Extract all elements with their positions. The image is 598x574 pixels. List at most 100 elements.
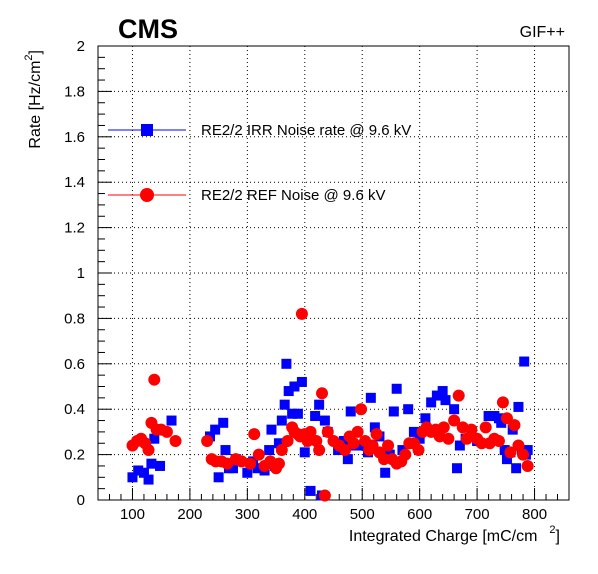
y-axis-title-close: ] xyxy=(27,50,44,54)
ref-noise-point xyxy=(318,489,331,502)
irr-noise-point xyxy=(166,415,177,426)
ref-noise-point xyxy=(512,439,525,452)
irr-noise-point xyxy=(431,390,442,401)
irr-noise-point xyxy=(454,440,465,451)
irr-noise-point xyxy=(511,463,522,474)
y-tick-label: 1 xyxy=(77,265,85,282)
irr-noise-point xyxy=(227,463,238,474)
ref-noise-point xyxy=(492,434,505,447)
irr-noise-point xyxy=(242,467,253,478)
irr-noise-point xyxy=(437,386,448,397)
ref-noise-point xyxy=(201,434,214,447)
tick-labels: 100 200 300 400 500 600 700 800 0 0.2 0.4 0.6 0.8 1 1.… xyxy=(64,38,547,523)
x-axis-title-text: Integrated Charge [mC/cm xyxy=(349,528,538,545)
irr-noise-point xyxy=(279,399,290,410)
ref-noise-point xyxy=(452,389,465,402)
ref-noise-point xyxy=(321,425,334,438)
ref-noise-point xyxy=(310,434,323,447)
x-tick-label: 200 xyxy=(177,506,202,523)
irr-noise-point xyxy=(449,404,460,415)
irr-noise-point xyxy=(296,376,307,387)
irr-noise-point xyxy=(127,472,138,483)
irr-noise-point xyxy=(213,472,224,483)
irr-noise-point xyxy=(314,399,325,410)
ref-noise-point xyxy=(370,428,383,441)
irr-noise-point xyxy=(391,383,402,394)
irr-noise-point xyxy=(276,415,287,426)
ref-noise-point xyxy=(244,457,257,470)
irr-noise-point xyxy=(305,485,316,496)
ref-noise-point xyxy=(301,434,314,447)
irr-noise-point xyxy=(426,397,437,408)
x-tick-label: 500 xyxy=(350,506,375,523)
ref-noise-point xyxy=(442,432,455,445)
ref-noise-point xyxy=(517,448,530,461)
irr-noise-point xyxy=(345,406,356,417)
irr-noise-point xyxy=(403,404,414,415)
y-axis-title: Rate [Hz/cm2] xyxy=(23,50,44,149)
irr-noise-point xyxy=(287,408,298,419)
y-tick-label: 2 xyxy=(77,38,85,55)
ref-noise-point xyxy=(460,432,473,445)
x-axis-title-superscript: 2 xyxy=(549,524,555,536)
ref-noise-point xyxy=(313,444,326,457)
irr-noise-point xyxy=(133,465,144,476)
ref-noise-point xyxy=(169,434,182,447)
irr-noise-point xyxy=(299,447,310,458)
irr-noise-point xyxy=(264,445,275,456)
ref-noise-point xyxy=(521,459,534,472)
ref-noise-point xyxy=(437,421,450,434)
ref-noise-point xyxy=(465,423,478,436)
irr-noise-point xyxy=(220,445,231,456)
ref-noise-point xyxy=(508,419,521,432)
ref-noise-point xyxy=(281,434,294,447)
ref-noise-point xyxy=(142,444,155,457)
ref-noise-point xyxy=(496,396,509,409)
irr-noise-point xyxy=(420,413,431,424)
ref-noise-point xyxy=(351,425,364,438)
irr-noise-point xyxy=(365,392,376,403)
y-tick-label: 0.2 xyxy=(64,447,85,464)
ref-noise-point xyxy=(412,444,425,457)
irr-noise-point xyxy=(342,454,353,465)
x-tick-label: 400 xyxy=(292,506,317,523)
ref-noise-point xyxy=(272,457,285,470)
ref-noise-point xyxy=(504,446,517,459)
irr-noise-point xyxy=(319,415,330,426)
ref-noise-point xyxy=(316,387,329,400)
irr-noise-point xyxy=(451,463,462,474)
ref-noise-point xyxy=(338,444,351,457)
legend-square-marker xyxy=(141,124,153,136)
irr-noise-point xyxy=(338,435,349,446)
axis-ticks xyxy=(97,45,570,501)
legend-circle-marker xyxy=(140,188,154,202)
ref-noise-point xyxy=(448,414,461,427)
ref-noise-point xyxy=(347,437,360,450)
data-points xyxy=(126,307,534,502)
irr-noise-point xyxy=(513,401,524,412)
ref-noise-point xyxy=(148,373,161,386)
irr-noise-point xyxy=(369,422,380,433)
irr-noise-point xyxy=(289,381,300,392)
irr-noise-point xyxy=(440,395,451,406)
ref-noise-point xyxy=(248,428,261,441)
irr-noise-point xyxy=(273,438,284,449)
x-axis-title-close: ] xyxy=(556,528,560,545)
irr-noise-point xyxy=(496,417,507,428)
irr-noise-point xyxy=(483,411,494,422)
ref-noise-point xyxy=(295,307,308,320)
irr-noise-point xyxy=(146,458,157,469)
x-axis-title: Integrated Charge [mC/cm 2] xyxy=(349,524,560,545)
x-tick-label: 100 xyxy=(120,506,145,523)
y-tick-label: 1.4 xyxy=(64,174,85,191)
irr-noise-point xyxy=(138,467,149,478)
ref-noise-point xyxy=(382,439,395,452)
y-tick-label: 0.6 xyxy=(64,356,85,373)
y-tick-label: 0.4 xyxy=(64,401,85,418)
legend: RE2/2 IRR Noise rate @ 9.6 kV RE2/2 REF N… xyxy=(108,122,411,204)
ref-noise-point xyxy=(275,444,288,457)
irr-noise-point xyxy=(266,424,277,435)
irr-noise-point xyxy=(408,426,419,437)
irr-noise-point xyxy=(281,358,292,369)
